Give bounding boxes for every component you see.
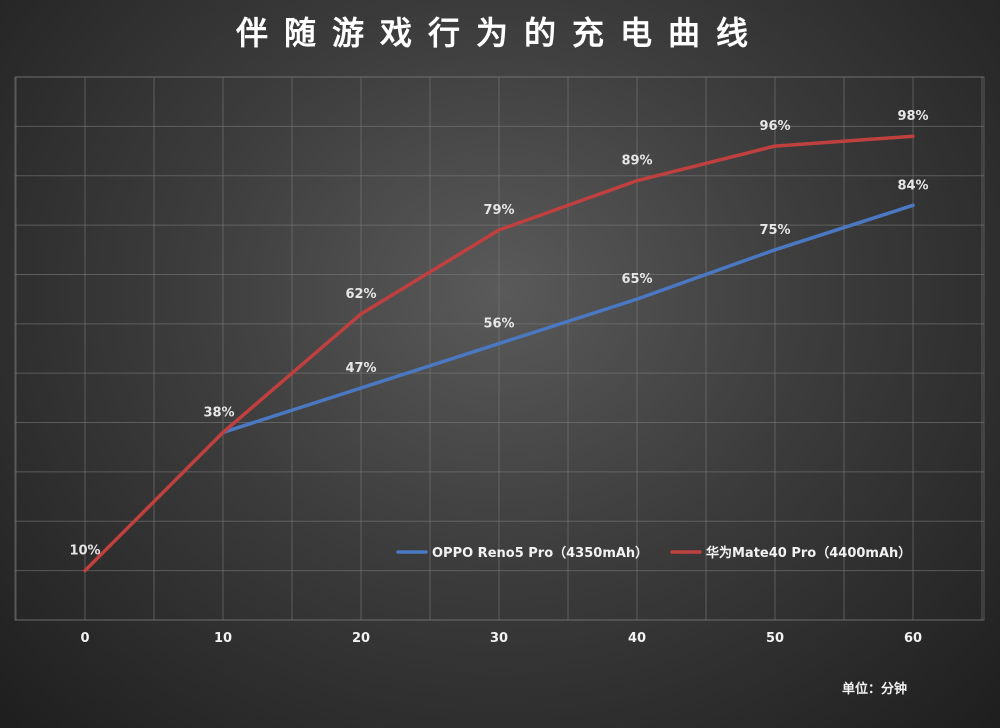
x-tick-label: 40 — [628, 631, 646, 646]
series-0 — [221, 203, 915, 435]
x-tick-label: 0 — [80, 631, 89, 646]
x-axis-ticks: 0 10 20 30 40 50 60 — [80, 631, 922, 646]
legend-label: 华为Mate40 Pro（4400mAh） — [706, 545, 911, 561]
data-label: 65% — [621, 272, 652, 287]
data-label: 96% — [759, 119, 790, 134]
data-labels: 47% 56% 65% 75% 84% 10% 38% 62% 79% 89% 96% 98% — [69, 109, 928, 558]
legend-item: 华为Mate40 Pro（4400mAh） — [670, 545, 911, 561]
data-label: 10% — [69, 544, 100, 559]
grid — [14, 76, 985, 621]
x-tick-label: 60 — [904, 631, 922, 646]
series-line — [83, 134, 915, 573]
data-label: 47% — [345, 361, 376, 376]
data-label: 62% — [345, 287, 376, 302]
chart-title: 伴随游戏行为的充电曲线 — [235, 14, 764, 52]
data-label: 75% — [759, 223, 790, 238]
series-line — [221, 203, 915, 435]
x-tick-label: 30 — [490, 631, 508, 646]
unit-label: 单位：分钟 — [842, 682, 908, 697]
data-label: 89% — [621, 154, 652, 169]
data-label: 98% — [897, 109, 928, 124]
legend-item: OPPO Reno5 Pro（4350mAh） — [396, 545, 648, 561]
data-label: 79% — [483, 203, 514, 218]
x-tick-label: 20 — [352, 631, 370, 646]
series-1 — [83, 134, 915, 573]
legend: OPPO Reno5 Pro（4350mAh） 华为Mate40 Pro（4400… — [396, 545, 911, 561]
data-label: 38% — [203, 405, 234, 420]
x-tick-label: 50 — [766, 631, 784, 646]
x-tick-label: 10 — [214, 631, 232, 646]
legend-label: OPPO Reno5 Pro（4350mAh） — [432, 545, 648, 561]
data-label: 84% — [897, 178, 928, 193]
plot-border — [14, 76, 985, 621]
data-label: 56% — [483, 317, 514, 332]
